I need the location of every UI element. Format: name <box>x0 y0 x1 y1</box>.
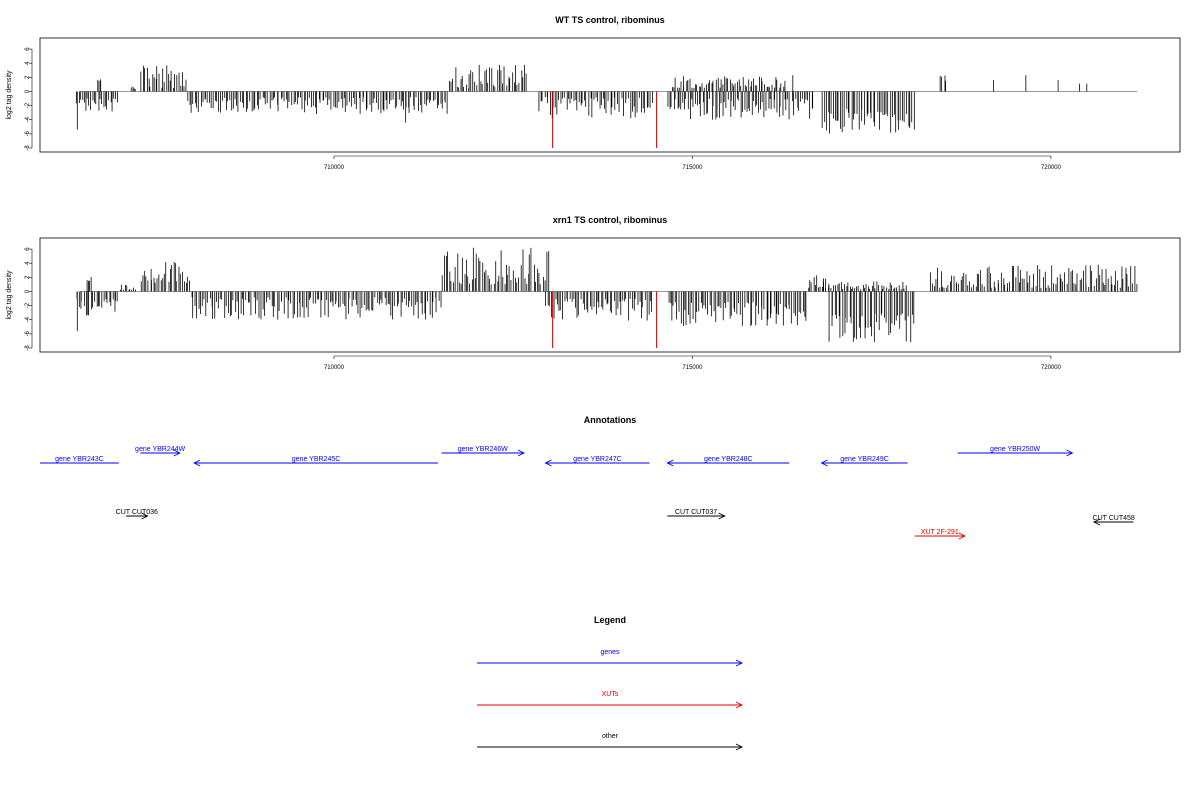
feature-arrowhead <box>141 512 149 520</box>
legend-title: Legend <box>594 615 626 625</box>
x-tick-label: 720000 <box>1041 365 1062 371</box>
feature-label: gene YBR247C <box>573 456 622 463</box>
xrn1-track-panel: xrn1 TS control, ribominus -8 -6 -4 -2 0 2 4 6 lo… <box>6 215 1181 371</box>
legend-arrowhead <box>735 659 744 667</box>
y-tick-label: 0 <box>25 89 31 93</box>
legend-arrowhead <box>735 743 744 751</box>
y-axis: -8 -6 -4 -2 0 2 4 6 log2 tag density <box>6 47 33 151</box>
feature-label: XUT 2F-291 <box>921 529 959 536</box>
y-tick-label: -8 <box>25 145 31 151</box>
y-axis: -8 -6 -4 -2 0 2 4 6 log2 tag density <box>6 247 33 351</box>
annotation-track: Annotations gene YBR243C gene YBR244W gene … <box>40 415 1135 540</box>
annotation-feature: gene YBR244W <box>135 446 186 457</box>
feature-label: gene YBR246W <box>458 446 508 453</box>
feature-arrowhead <box>820 459 828 467</box>
y-tick-label: -6 <box>25 131 31 137</box>
x-tick-label: 710000 <box>324 365 345 371</box>
y-tick-label: 4 <box>25 261 31 265</box>
annotation-feature: gene YBR248C <box>666 456 790 467</box>
x-tick-label: 715000 <box>682 365 703 371</box>
feature-label: CUT CUT036 <box>116 509 158 516</box>
x-tick-label: 710000 <box>324 165 345 171</box>
feature-arrowhead <box>1092 518 1101 526</box>
plot-frame <box>39 237 1181 353</box>
annotation-feature: gene YBR245C <box>193 456 438 467</box>
feature-arrowhead <box>1066 449 1074 457</box>
feature-arrowhead <box>193 459 201 467</box>
feature-arrowhead <box>958 532 966 540</box>
wt-track-panel: WT TS control, ribominus -8 -6 -4 -2 0 2 4 6 log2… <box>6 15 1181 171</box>
legend-label: XUTs <box>602 691 619 698</box>
x-axis: 710000 715000 720000 <box>324 355 1062 371</box>
plot-frame <box>39 37 1181 153</box>
annotation-feature: gene YBR250W <box>957 446 1074 457</box>
y-tick-label: 6 <box>25 47 31 51</box>
panel-title: xrn1 TS control, ribominus <box>553 215 668 225</box>
y-tick-label: -4 <box>25 116 31 122</box>
y-tick-label: -2 <box>25 102 31 108</box>
feature-arrowhead <box>544 459 552 467</box>
annotation-feature: CUT CUT458 <box>1092 515 1135 526</box>
x-axis: 710000 715000 720000 <box>324 155 1062 171</box>
legend-item: other <box>477 733 744 751</box>
density-bars <box>76 247 1138 348</box>
y-tick-label: -6 <box>25 331 31 337</box>
legend-label: genes <box>600 649 620 656</box>
legend-label: other <box>602 733 619 740</box>
feature-label: gene YBR245C <box>292 456 341 463</box>
y-tick-label: 2 <box>25 275 31 279</box>
legend: Legend genes XUTs other <box>477 615 744 751</box>
y-tick-label: 0 <box>25 289 31 293</box>
panel-title: WT TS control, ribominus <box>555 15 665 25</box>
feature-label: CUT CUT037 <box>675 509 717 516</box>
y-tick-label: -8 <box>25 345 31 351</box>
y-tick-label: -2 <box>25 302 31 308</box>
feature-arrowhead <box>666 459 674 467</box>
annotation-feature: gene YBR243C <box>40 456 119 464</box>
feature-label: gene YBR244W <box>135 446 185 453</box>
x-tick-label: 720000 <box>1041 165 1062 171</box>
feature-label: gene YBR248C <box>704 456 753 463</box>
annotation-feature: gene YBR246W <box>441 446 525 457</box>
annotation-feature: CUT CUT036 <box>116 509 158 520</box>
annotations-title: Annotations <box>584 415 637 425</box>
feature-label: CUT CUT458 <box>1093 515 1135 522</box>
y-tick-label: 2 <box>25 75 31 79</box>
density-bars <box>75 64 1088 148</box>
feature-arrowhead <box>718 512 726 520</box>
y-tick-label: 6 <box>25 247 31 251</box>
y-tick-label: 4 <box>25 61 31 65</box>
annotation-feature: XUT 2F-291 <box>914 529 966 540</box>
legend-item: genes <box>477 649 744 667</box>
feature-label: gene YBR250W <box>990 446 1040 453</box>
y-axis-label: log2 tag density <box>6 270 13 320</box>
legend-arrowhead <box>735 701 744 709</box>
feature-arrowhead <box>517 449 525 457</box>
y-tick-label: -4 <box>25 316 31 322</box>
annotation-feature: CUT CUT037 <box>667 509 726 520</box>
feature-label: gene YBR249C <box>840 456 889 463</box>
x-tick-label: 715000 <box>682 165 703 171</box>
annotation-feature: gene YBR249C <box>820 456 908 467</box>
legend-item: XUTs <box>477 691 744 709</box>
y-axis-label: log2 tag density <box>6 70 13 120</box>
feature-label: gene YBR243C <box>55 456 104 463</box>
annotation-feature: gene YBR247C <box>544 456 650 467</box>
feature-arrowhead <box>173 449 181 457</box>
